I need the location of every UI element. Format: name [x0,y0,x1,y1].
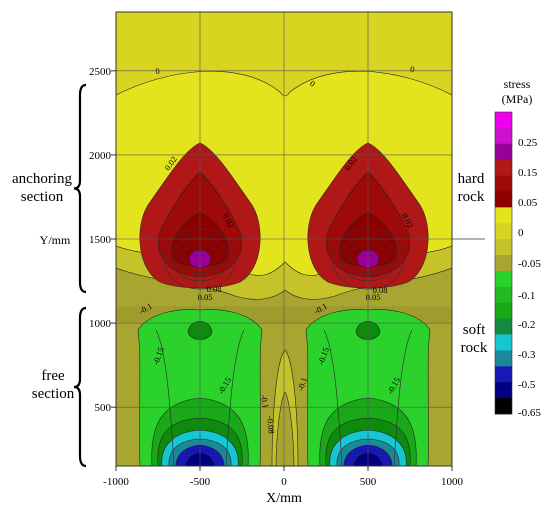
y-tick-label-2: 1500 [89,234,112,246]
legend-swatch-13 [495,318,512,335]
legend-label-4: -0.05 [518,258,541,270]
legend-swatch-3 [495,159,512,176]
legend-label-2: 0.05 [518,197,538,209]
x-tick-label-0: -1000 [103,476,129,488]
legend-swatch-5 [495,191,512,208]
grid [116,12,485,466]
legend-swatch-15 [495,350,512,367]
legend-title-line2: (MPa) [502,92,533,106]
x-tick-label-4: 1000 [441,476,464,488]
annotations: anchoring section free section hard rock… [12,171,488,402]
legend-swatch-11 [495,286,512,304]
anchoring-label-line1: anchoring [12,171,72,187]
legend-swatch-1 [495,127,512,145]
legend-swatch-4 [495,175,512,192]
contour-label-10: 0.08 [373,285,388,295]
hard-rock-label-line2: rock [458,189,485,205]
x-tick-label-3: 500 [360,476,377,488]
contour-curve-a-0 [155,329,175,466]
legend-swatch-7 [495,223,512,240]
free-label-line2: section [32,386,75,402]
stress-legend: stress(MPa) 0.25 0.15 0.05 0 -0.05 -0.1 -0.2 -0.… [494,77,541,419]
legend-swatch-0 [495,112,512,129]
anchoring-label-line2: section [21,189,64,205]
contour-label-17: -0.1 [259,394,271,409]
legend-label-7: -0.3 [518,349,536,361]
center-column-inner [275,391,295,466]
contour-label-8: 0.05 [366,292,381,302]
hard-rock-label-line1: hard [458,171,485,187]
x-tick-label-2: 0 [281,476,287,488]
legend-label-5: -0.1 [518,290,535,302]
x-tick-label-1: -500 [190,476,211,488]
y-tick-label-3: 2000 [89,150,112,162]
legend-swatch-16 [495,366,512,383]
brace-free [73,306,87,468]
y-tick-label-4: 2500 [89,66,112,78]
soft-rock-label-line2: rock [461,340,488,356]
legend-label-3: 0 [518,227,524,239]
contour-label-7: 0.05 [198,292,213,302]
contour-curve-b-1 [393,329,413,466]
legend-swatch-14 [495,334,512,351]
contour-curve-a-1 [323,329,343,466]
legend-label-1: 0.15 [518,167,538,179]
legend-swatch-2 [495,143,512,161]
legend-label-9: -0.65 [518,407,541,419]
legend-label-0: 0.25 [518,137,538,149]
x-axis-label: X/mm [266,491,302,506]
y-tick-label-1: 1000 [89,318,112,330]
legend-swatch-6 [495,207,512,224]
y-axis-label: Y/mm [40,233,71,247]
legend-title-line1: stress [504,77,531,91]
legend-swatch-8 [495,239,512,256]
contour-label-1: 0 [308,78,317,89]
brace-anchoring [73,83,87,294]
soft-rock-label-line1: soft [463,322,486,338]
legend-label-8: -0.5 [518,379,536,391]
axes: -1000 -500 0 500 1000 500 1000 1500 2000 2500 X/mm… [40,66,464,506]
legend-frame [494,111,513,415]
legend-swatch-18 [495,398,512,415]
free-label-line1: free [41,368,65,384]
contour-label-19: -0.08 [265,415,277,434]
contour-label-2: 0 [410,64,416,74]
y-tick-label-0: 500 [95,402,112,414]
legend-label-6: -0.2 [518,319,535,331]
contour-label-18: -0.1 [295,376,309,392]
legend-swatch-10 [495,270,512,288]
legend-swatch-9 [495,255,512,272]
contour-curve-b-0 [225,329,245,466]
legend-swatch-12 [495,302,512,320]
legend-swatch-17 [495,382,512,399]
contour-label-9: 0.08 [207,284,222,294]
